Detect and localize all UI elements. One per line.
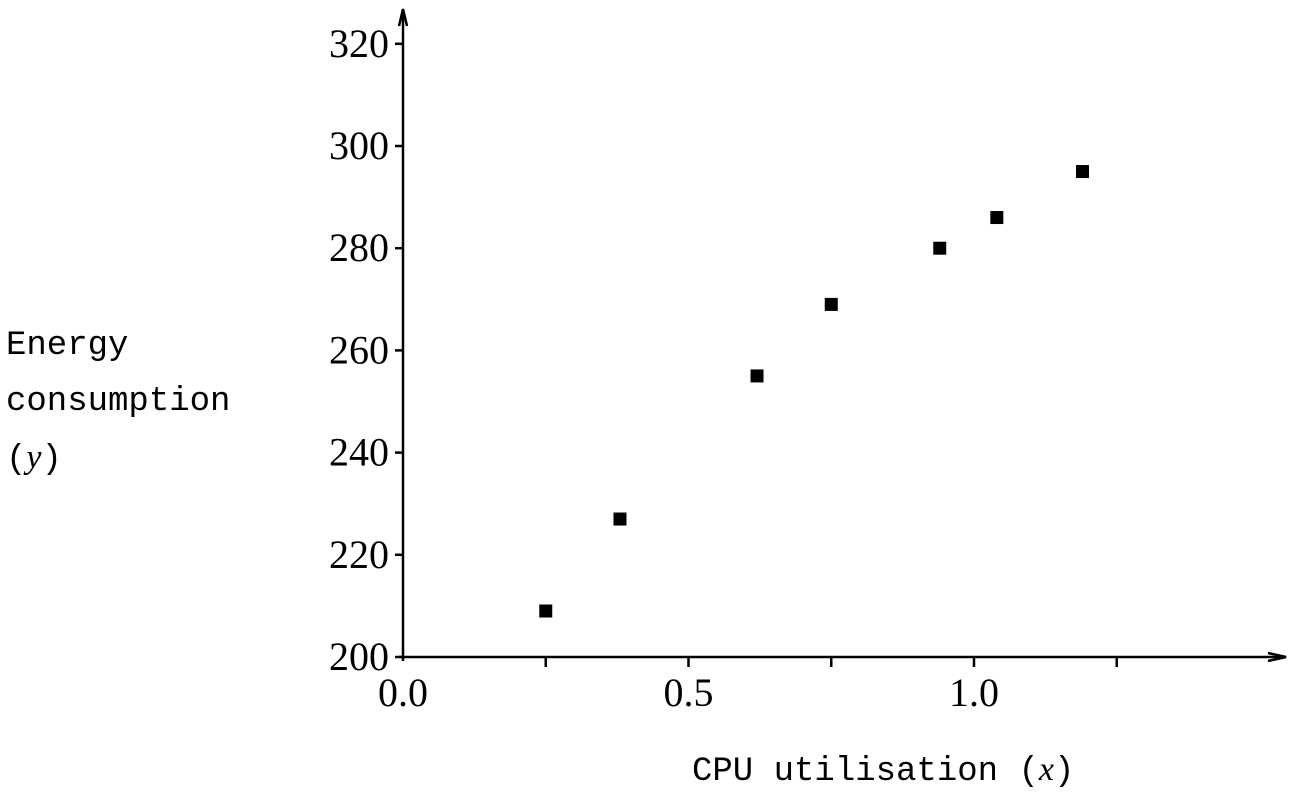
tick-group: 200 220 240 260 280 300 320 0.0 0.5 1.0 (329, 21, 1118, 715)
y-axis-variable: y (26, 439, 42, 476)
x-axis-arrow (1267, 651, 1287, 663)
y-axis-label-prefix: ( (6, 441, 27, 479)
data-point (824, 297, 838, 311)
x-tick-label: 0.0 (378, 670, 428, 715)
data-point (750, 369, 764, 383)
x-axis-label: CPU utilisation (x) (692, 742, 1074, 800)
y-axis-arrow (397, 8, 409, 27)
y-axis-label-close: ) (41, 441, 62, 479)
y-tick-label: 300 (329, 123, 389, 168)
data-point (539, 604, 553, 618)
x-axis-label-close: ) (1053, 753, 1075, 791)
y-tick-label: 240 (329, 430, 389, 475)
y-axis-label-line-1: Energy (6, 327, 129, 365)
y-tick-label: 280 (329, 225, 389, 270)
y-tick-label: 260 (329, 327, 389, 372)
data-point (613, 512, 627, 526)
y-axis-label-line-2: consumption (6, 383, 231, 421)
data-point (1075, 165, 1089, 179)
y-tick-label: 200 (329, 634, 389, 679)
x-tick-label: 0.5 (664, 670, 714, 715)
x-tick-label: 1.0 (949, 670, 999, 715)
data-point (990, 211, 1004, 225)
data-points (539, 165, 1089, 618)
data-point (933, 241, 947, 255)
y-tick-label: 320 (329, 21, 389, 66)
x-axis-variable: x (1038, 751, 1054, 788)
y-axis-label: Energy consumption (y) (6, 318, 230, 488)
x-axis-label-text: CPU utilisation ( (692, 753, 1039, 791)
axes (397, 8, 1287, 663)
y-tick-label: 220 (329, 532, 389, 577)
